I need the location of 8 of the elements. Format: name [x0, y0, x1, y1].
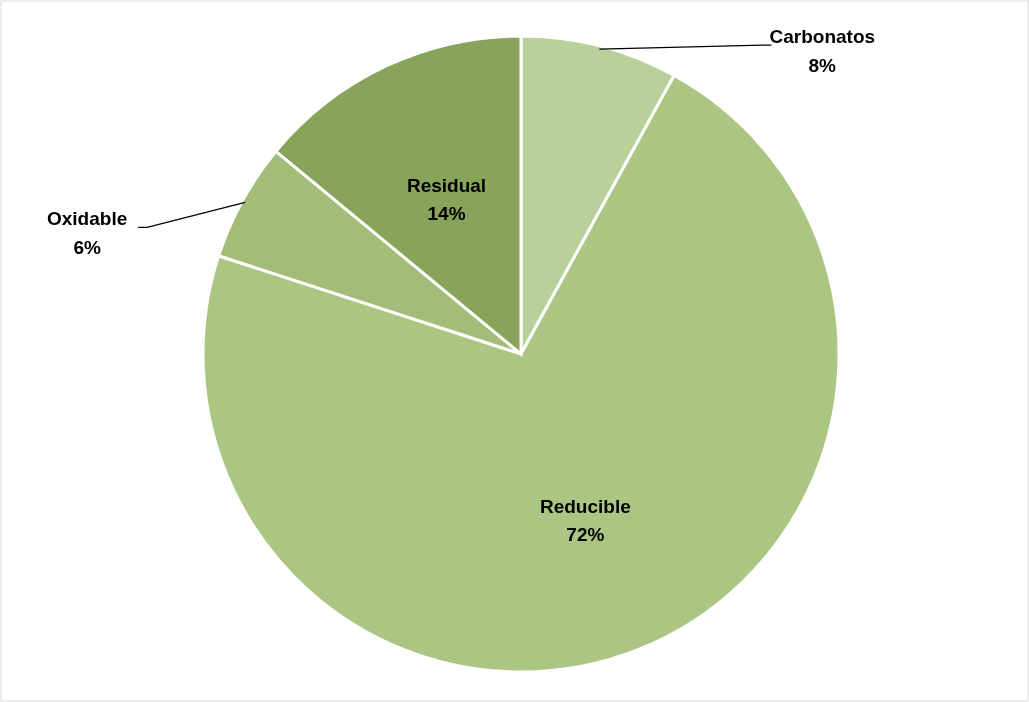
slice-label: Carbonatos: [769, 26, 876, 48]
data-label: 6%: [73, 236, 101, 258]
data-label: 8%: [808, 54, 837, 76]
data-label: 72%: [566, 524, 605, 546]
slice-label: Residual: [406, 174, 487, 196]
data-label: 14%: [427, 203, 466, 225]
slice-label: Reducible: [539, 495, 631, 517]
slice-label: Oxidable: [47, 208, 128, 230]
